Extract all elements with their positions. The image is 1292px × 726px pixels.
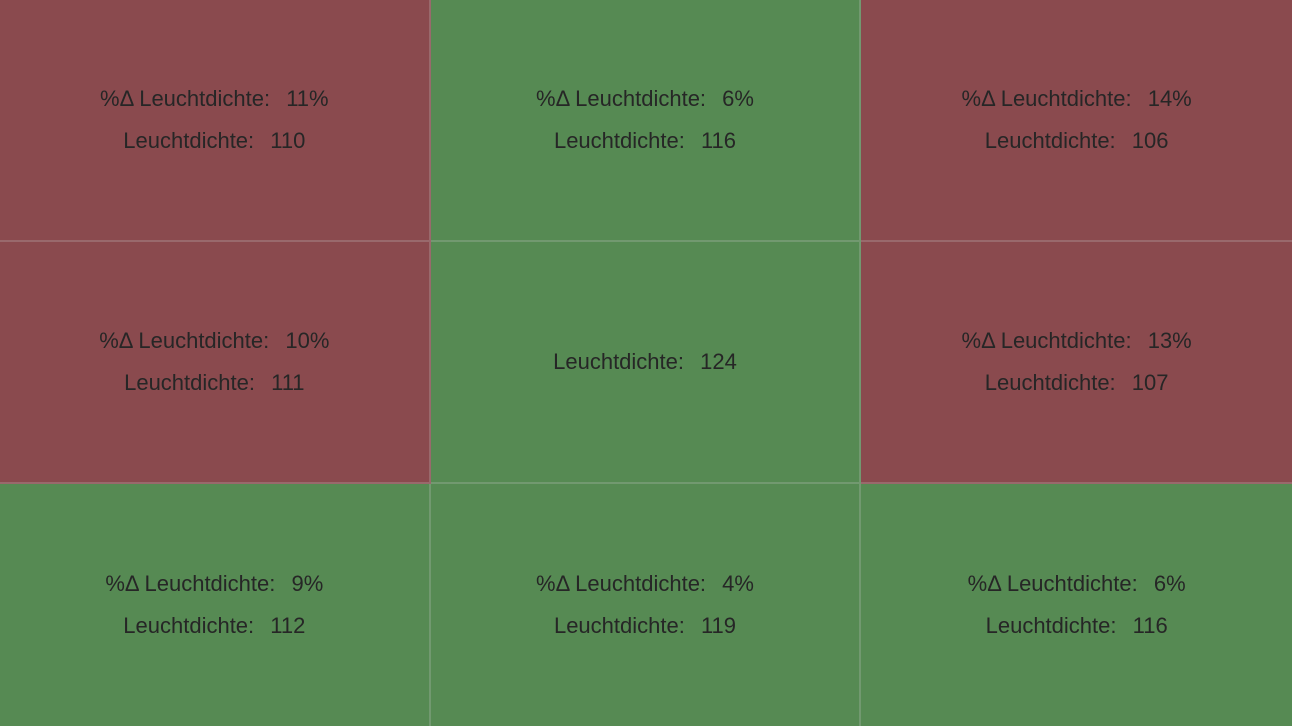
delta-label: %Δ Leuchtdichte: (962, 328, 1132, 353)
cell-6: %Δ Leuchtdichte: 9% Leuchtdichte: 112 (0, 484, 431, 726)
luminance-value: 110 (270, 128, 305, 153)
luminance-row: Leuchtdichte: 112 (123, 605, 305, 647)
luminance-value: 124 (700, 349, 737, 374)
luminance-row: Leuchtdichte: 116 (554, 120, 736, 162)
luminance-label: Leuchtdichte: (985, 370, 1116, 395)
luminance-label: Leuchtdichte: (986, 613, 1117, 638)
luminance-value: 111 (271, 370, 304, 395)
delta-value: 4% (722, 571, 754, 596)
cell-1: %Δ Leuchtdichte: 6% Leuchtdichte: 116 (431, 0, 862, 242)
luminance-label: Leuchtdichte: (123, 128, 254, 153)
luminance-value: 116 (1133, 613, 1168, 638)
delta-value: 6% (722, 86, 754, 111)
luminance-label: Leuchtdichte: (124, 370, 255, 395)
luminance-label: Leuchtdichte: (985, 128, 1116, 153)
delta-value: 9% (292, 571, 324, 596)
cell-8: %Δ Leuchtdichte: 6% Leuchtdichte: 116 (861, 484, 1292, 726)
delta-label: %Δ Leuchtdichte: (536, 571, 706, 596)
luminance-label: Leuchtdichte: (554, 613, 685, 638)
luminance-row: Leuchtdichte: 119 (554, 605, 736, 647)
cell-2: %Δ Leuchtdichte: 14% Leuchtdichte: 106 (861, 0, 1292, 242)
cell-5: %Δ Leuchtdichte: 13% Leuchtdichte: 107 (861, 242, 1292, 484)
delta-row: %Δ Leuchtdichte: 9% (105, 563, 323, 605)
luminance-row: Leuchtdichte: 111 (124, 362, 304, 404)
luminance-label: Leuchtdichte: (553, 349, 684, 374)
delta-value: 6% (1154, 571, 1186, 596)
luminance-value: 106 (1132, 128, 1169, 153)
delta-value: 14% (1148, 86, 1192, 111)
luminance-row: Leuchtdichte: 110 (123, 120, 305, 162)
cell-3: %Δ Leuchtdichte: 10% Leuchtdichte: 111 (0, 242, 431, 484)
luminance-value: 119 (701, 613, 736, 638)
delta-row: %Δ Leuchtdichte: 6% (536, 78, 754, 120)
delta-row: %Δ Leuchtdichte: 13% (962, 320, 1192, 362)
delta-row: %Δ Leuchtdichte: 10% (99, 320, 329, 362)
delta-row: %Δ Leuchtdichte: 11% (100, 78, 329, 120)
delta-value: 13% (1148, 328, 1192, 353)
luminance-row: Leuchtdichte: 124 (553, 341, 737, 383)
cell-0: %Δ Leuchtdichte: 11% Leuchtdichte: 110 (0, 0, 431, 242)
cell-4-center: Leuchtdichte: 124 (431, 242, 862, 484)
luminance-label: Leuchtdichte: (123, 613, 254, 638)
luminance-row: Leuchtdichte: 107 (985, 362, 1169, 404)
delta-value: 11% (286, 86, 328, 111)
delta-label: %Δ Leuchtdichte: (100, 86, 270, 111)
luminance-value: 116 (701, 128, 736, 153)
delta-label: %Δ Leuchtdichte: (536, 86, 706, 111)
luminance-row: Leuchtdichte: 106 (985, 120, 1169, 162)
delta-label: %Δ Leuchtdichte: (105, 571, 275, 596)
luminance-uniformity-grid: %Δ Leuchtdichte: 11% Leuchtdichte: 110 %… (0, 0, 1292, 726)
delta-row: %Δ Leuchtdichte: 4% (536, 563, 754, 605)
delta-label: %Δ Leuchtdichte: (99, 328, 269, 353)
delta-row: %Δ Leuchtdichte: 6% (968, 563, 1186, 605)
cell-7: %Δ Leuchtdichte: 4% Leuchtdichte: 119 (431, 484, 862, 726)
luminance-value: 112 (270, 613, 305, 638)
luminance-label: Leuchtdichte: (554, 128, 685, 153)
delta-value: 10% (285, 328, 329, 353)
luminance-row: Leuchtdichte: 116 (986, 605, 1168, 647)
delta-label: %Δ Leuchtdichte: (968, 571, 1138, 596)
delta-label: %Δ Leuchtdichte: (962, 86, 1132, 111)
luminance-value: 107 (1132, 370, 1169, 395)
delta-row: %Δ Leuchtdichte: 14% (962, 78, 1192, 120)
